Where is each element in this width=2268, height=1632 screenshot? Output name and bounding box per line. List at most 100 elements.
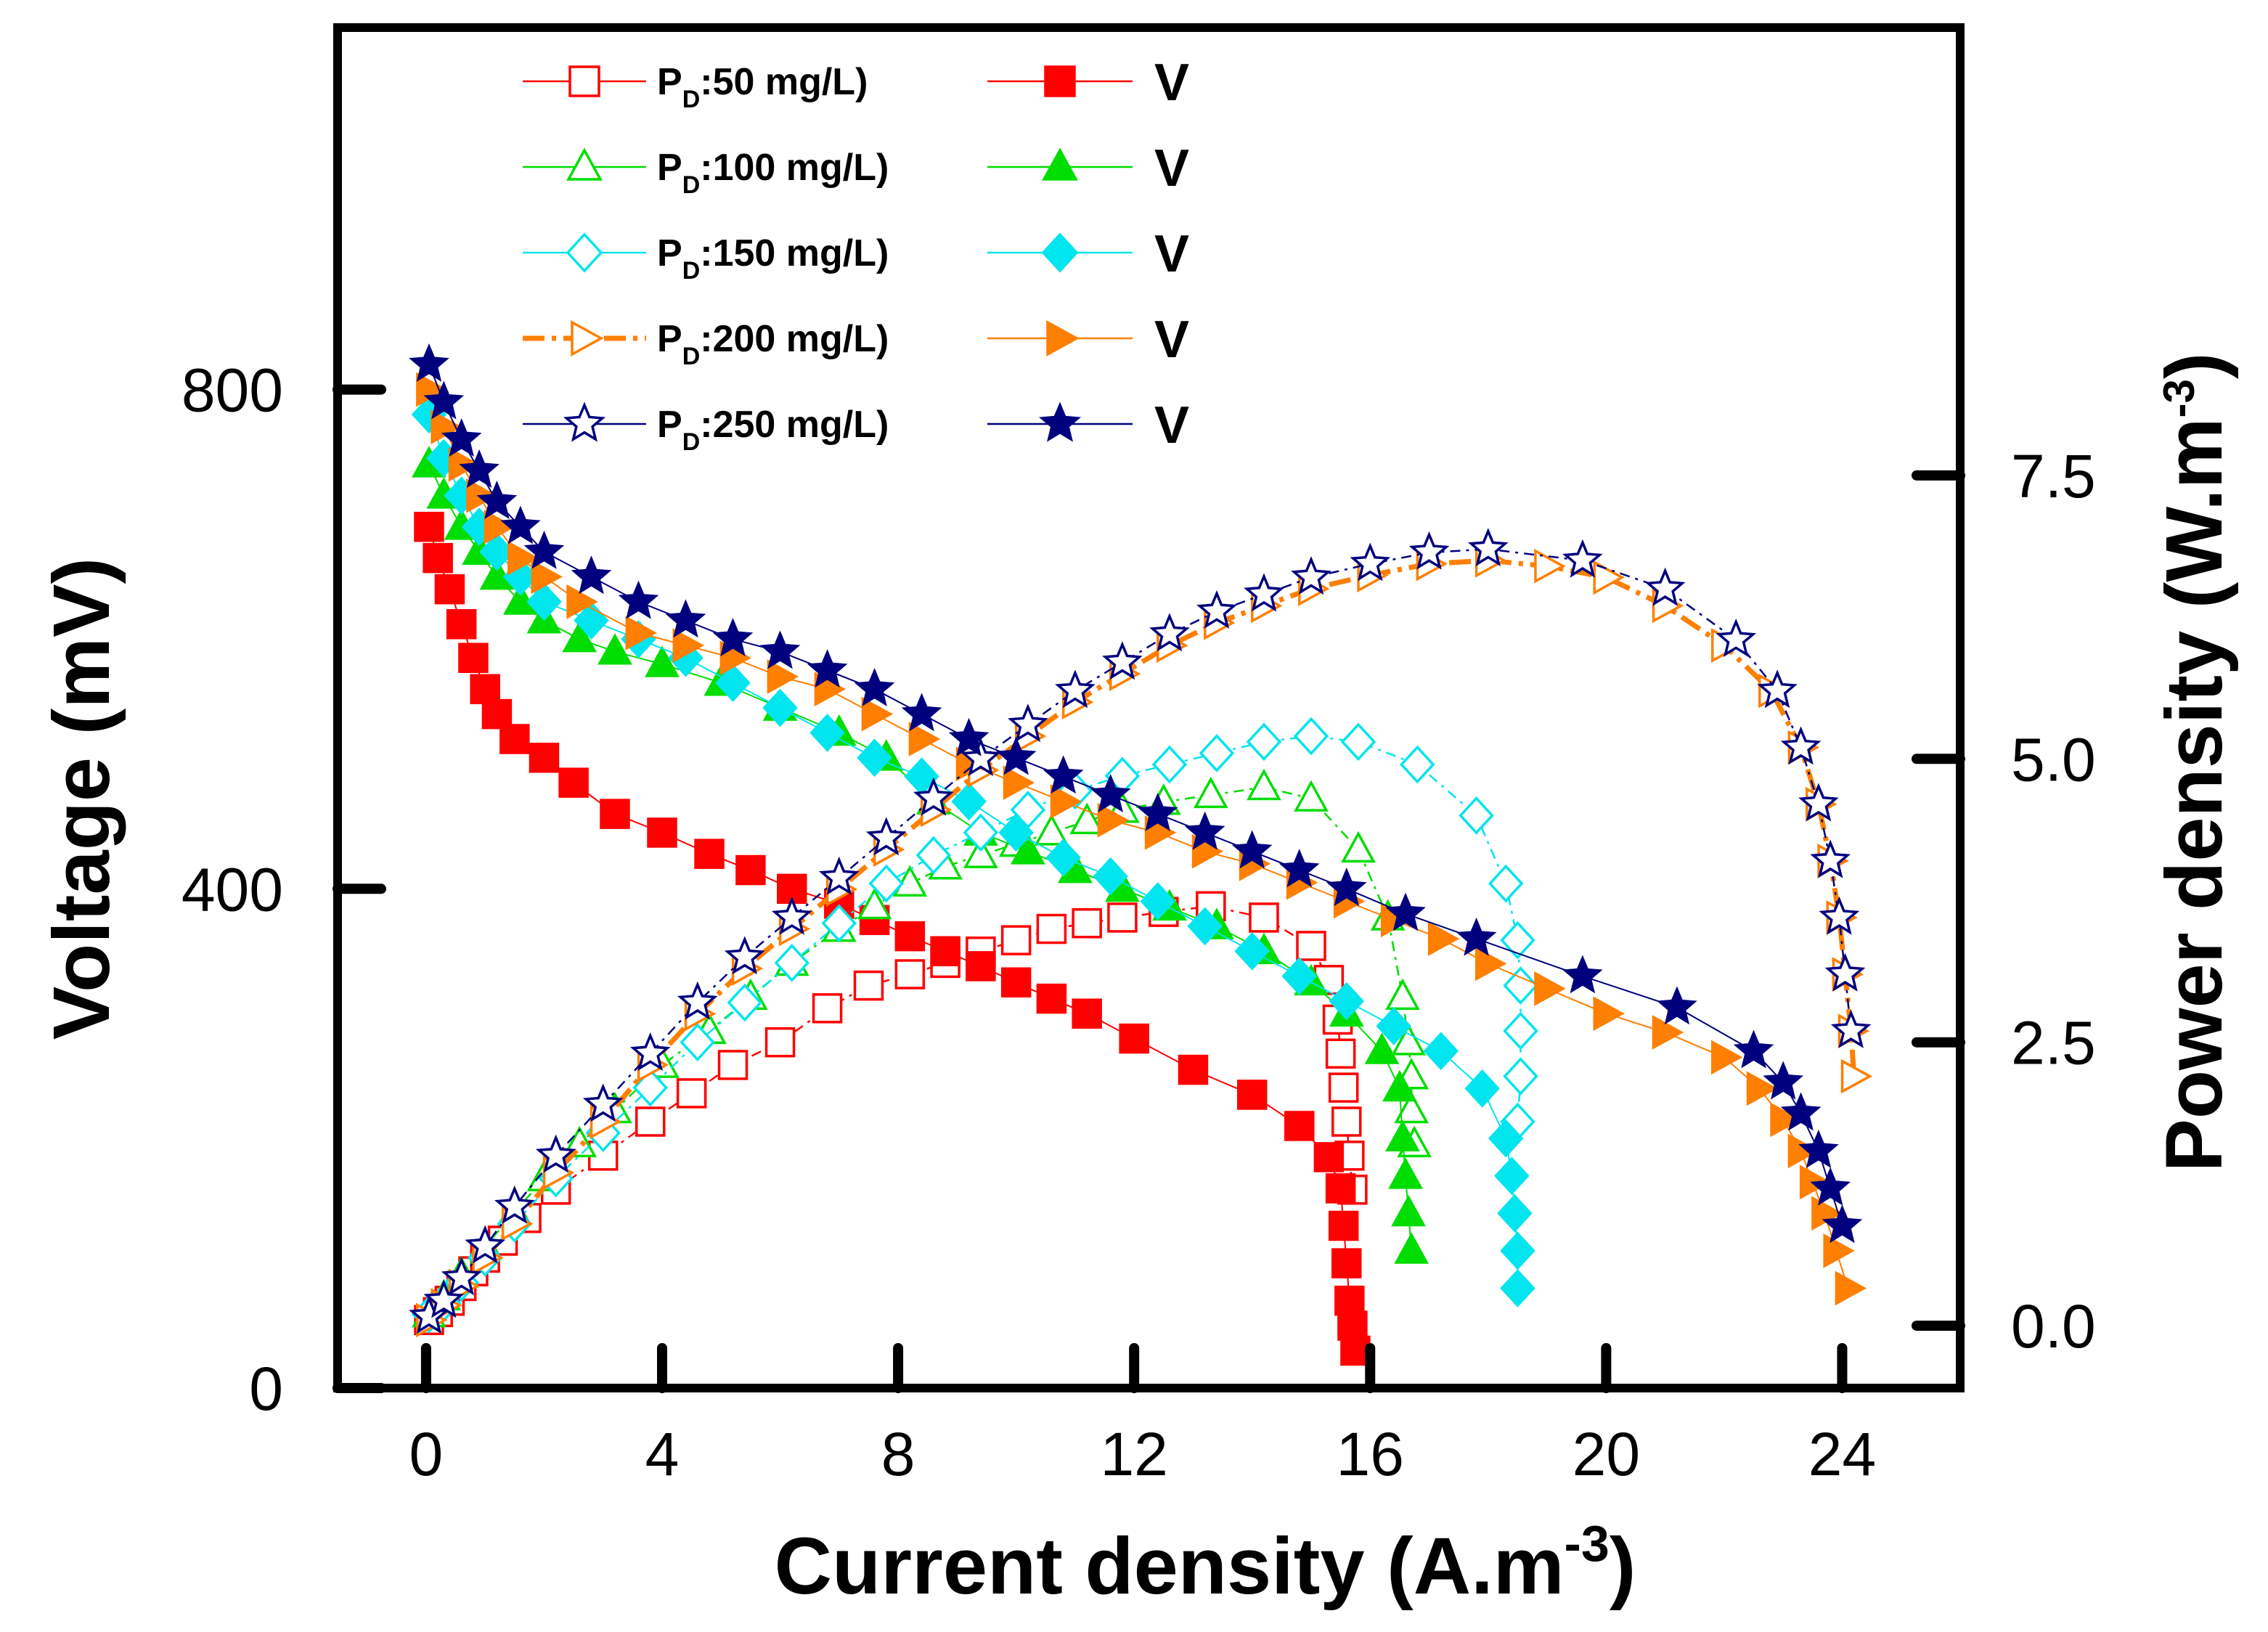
voltage-point [712,618,754,657]
power-point [1391,1024,1426,1056]
voltage-point [600,799,630,829]
voltage-point [434,574,465,605]
voltage-point [1593,996,1625,1032]
voltage-point [1137,792,1178,831]
voltage-point [672,628,704,663]
power-point [1503,1011,1538,1050]
voltage-point [1328,1210,1359,1241]
power-point [865,817,907,856]
voltage-point [665,599,706,638]
voltage-point [423,542,453,574]
voltage-point [1652,1015,1684,1050]
voltage-point [574,601,609,640]
voltage-point [1376,1007,1412,1045]
power-point [535,1134,576,1173]
voltage-point [1534,971,1566,1006]
power-point [1102,641,1143,680]
power-point [1246,722,1282,762]
voltage-point [476,481,518,520]
voltage-point [1050,784,1082,819]
voltage-point [694,839,725,869]
power-point [465,1225,506,1264]
x-tick-label: 20 [1572,1420,1640,1488]
voltage-point [1337,1310,1368,1341]
voltage-point [1391,1194,1426,1227]
voltage-point [441,418,482,457]
power-point [1293,717,1329,756]
power-point [1562,539,1603,578]
power-point [1840,1058,1873,1094]
voltage-point [503,583,538,615]
legend-label: PD:200 mg/L) [657,318,889,370]
power-point [1716,619,1757,658]
voltage-point [446,609,477,640]
voltage-point [571,555,612,595]
legend-power-marker [571,320,604,356]
voltage-point [1500,1231,1535,1270]
voltage-point [1003,765,1035,801]
power-point [857,887,892,920]
power-point [1593,560,1625,595]
voltage-point [1388,1157,1423,1189]
voltage-point [1770,1102,1802,1138]
voltage-point [499,724,530,754]
voltage-point [1394,1232,1429,1264]
power-point [1331,1106,1362,1137]
power-point [1385,978,1420,1011]
voltage-point [948,717,990,756]
power-point [821,904,857,943]
voltage-point [1810,1167,1851,1206]
voltage-point [1284,1111,1315,1141]
voltage-point [470,674,500,704]
power-point [1072,907,1102,939]
voltage-point [1231,830,1273,869]
voltage-point [1562,955,1603,994]
power-point [1151,745,1188,784]
voltage-point [1494,1156,1530,1196]
voltage-point [1325,1173,1356,1204]
x-tick-label: 4 [645,1420,680,1488]
x-tick-label: 16 [1337,1420,1404,1488]
power-point [853,970,884,1001]
x-axis-title-main: Current density (A.m [775,1522,1565,1611]
voltage-point [901,693,942,732]
legend-label: PD:250 mg/L) [657,404,889,456]
y-left-tick-label: 0 [249,1355,283,1423]
voltage-point [1097,802,1130,838]
power-point [1488,864,1524,903]
power-point [1247,768,1281,801]
power-point [1055,669,1096,709]
voltage-point [1334,1285,1365,1316]
power-point [1408,531,1450,570]
voltage-point [562,620,597,653]
voltage-point [507,540,539,576]
power-point [1193,776,1228,809]
legend-entry-3: PD:150 mg/L) V [523,225,1189,285]
legend-v-label: V [1154,54,1189,112]
voltage-point [566,584,598,619]
axes-layer: 0 4 8 12 16 20 24 0 400 800 0.0 2.5 5.0 7.5 [181,23,2096,1488]
voltage-point [1187,907,1223,946]
voltage-point [1340,1335,1371,1366]
y-right-tick-label: 0.0 [2011,1292,2096,1360]
power-point [677,981,718,1020]
voltage-point [1184,811,1225,850]
power-point [1000,925,1032,955]
power-point [1340,722,1376,762]
y-right-axis-title: Power density (W.m-3) [2150,352,2239,1172]
power-point [1034,814,1069,846]
power-point [1824,952,1866,992]
x-tick-label: 8 [881,1420,915,1488]
power-point [1644,567,1686,606]
power-point [676,1078,707,1109]
legend-label: PD:150 mg/L) [657,232,889,285]
voltage-point [1780,1092,1822,1131]
voltage-point [479,532,515,571]
voltage-point [951,782,987,821]
voltage-point [966,951,996,982]
voltage-point [1090,774,1131,812]
power-point [1503,1057,1538,1096]
power-point [1325,1038,1356,1069]
legend-v-label: V [1154,311,1189,369]
legend-power-marker [566,232,603,273]
